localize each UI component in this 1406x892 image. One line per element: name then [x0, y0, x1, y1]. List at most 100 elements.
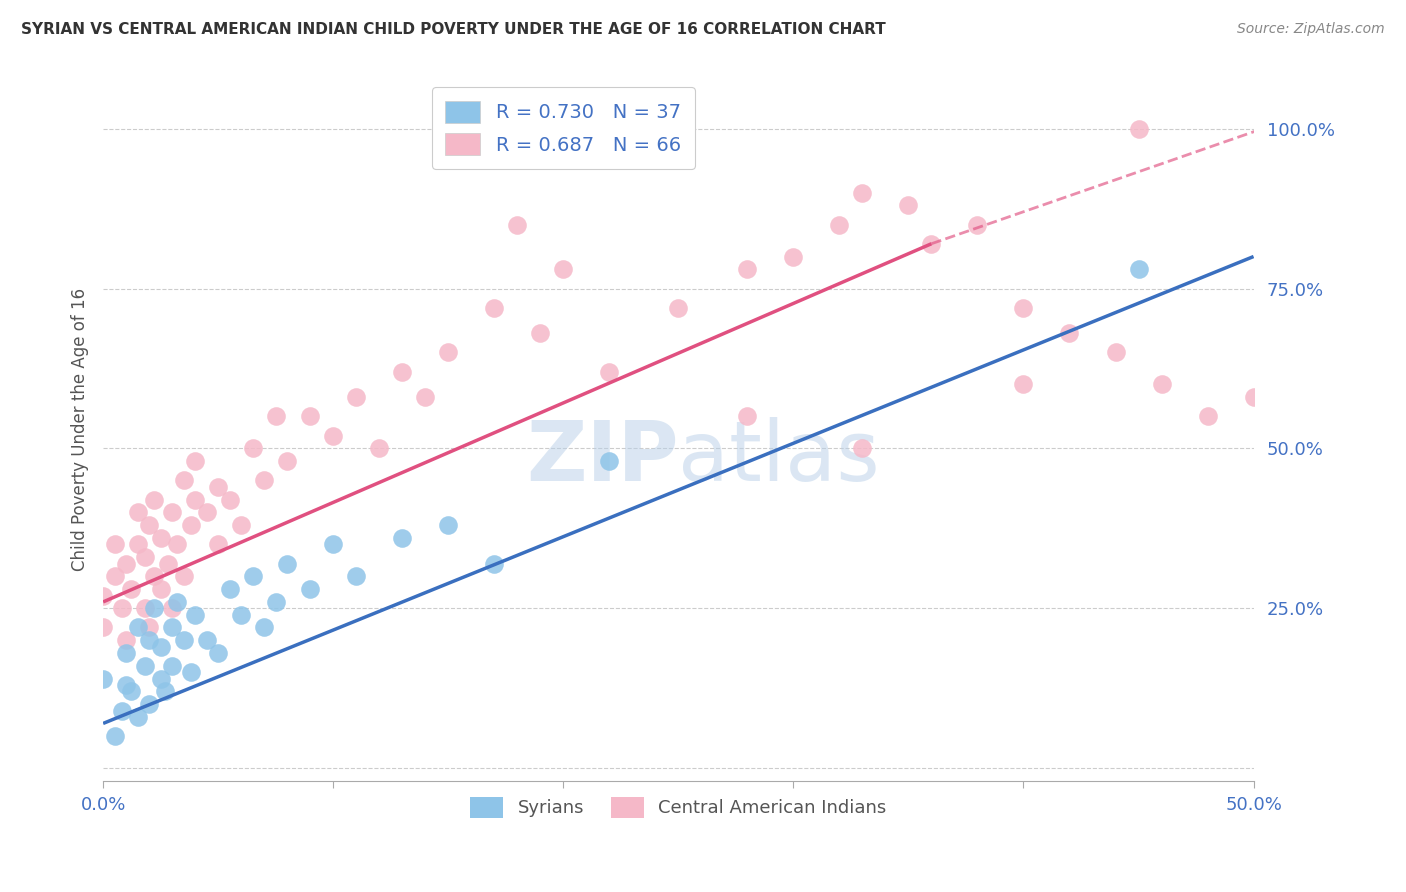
Point — [1012, 377, 1035, 392]
Point — [242, 569, 264, 583]
Point — [160, 601, 183, 615]
Point — [207, 646, 229, 660]
Point — [138, 518, 160, 533]
Point — [138, 698, 160, 712]
Point — [115, 633, 138, 648]
Point — [666, 301, 689, 315]
Point — [737, 409, 759, 424]
Point — [299, 582, 322, 596]
Point — [1197, 409, 1219, 424]
Point — [115, 678, 138, 692]
Point — [149, 531, 172, 545]
Point — [231, 518, 253, 533]
Point — [207, 480, 229, 494]
Point — [322, 537, 344, 551]
Point — [104, 537, 127, 551]
Point — [1128, 262, 1150, 277]
Point — [173, 474, 195, 488]
Point — [413, 390, 436, 404]
Point — [127, 620, 149, 634]
Point — [195, 505, 218, 519]
Point — [91, 620, 114, 634]
Text: ZIP: ZIP — [526, 417, 678, 498]
Point — [737, 262, 759, 277]
Point — [160, 505, 183, 519]
Point — [207, 537, 229, 551]
Point — [110, 601, 132, 615]
Point — [120, 684, 142, 698]
Point — [920, 236, 942, 251]
Point — [110, 704, 132, 718]
Point — [195, 633, 218, 648]
Point — [127, 505, 149, 519]
Point — [142, 492, 165, 507]
Point — [91, 589, 114, 603]
Point — [344, 569, 367, 583]
Point — [598, 454, 620, 468]
Point — [120, 582, 142, 596]
Point — [299, 409, 322, 424]
Point — [484, 301, 506, 315]
Point — [828, 218, 851, 232]
Point — [134, 550, 156, 565]
Point — [1104, 345, 1126, 359]
Text: SYRIAN VS CENTRAL AMERICAN INDIAN CHILD POVERTY UNDER THE AGE OF 16 CORRELATION : SYRIAN VS CENTRAL AMERICAN INDIAN CHILD … — [21, 22, 886, 37]
Point — [231, 607, 253, 622]
Point — [173, 633, 195, 648]
Point — [276, 454, 298, 468]
Point — [1128, 121, 1150, 136]
Point — [242, 442, 264, 456]
Point — [1243, 390, 1265, 404]
Point — [160, 620, 183, 634]
Text: Source: ZipAtlas.com: Source: ZipAtlas.com — [1237, 22, 1385, 37]
Point — [1059, 326, 1081, 341]
Point — [104, 729, 127, 743]
Point — [437, 518, 460, 533]
Point — [104, 569, 127, 583]
Point — [851, 186, 873, 200]
Y-axis label: Child Poverty Under the Age of 16: Child Poverty Under the Age of 16 — [72, 287, 89, 571]
Text: atlas: atlas — [678, 417, 880, 498]
Point — [218, 582, 240, 596]
Point — [149, 640, 172, 654]
Point — [149, 582, 172, 596]
Point — [264, 409, 287, 424]
Point — [344, 390, 367, 404]
Point — [173, 569, 195, 583]
Point — [1150, 377, 1173, 392]
Point — [115, 646, 138, 660]
Point — [134, 658, 156, 673]
Point — [253, 620, 276, 634]
Point — [506, 218, 529, 232]
Point — [155, 684, 177, 698]
Point — [127, 537, 149, 551]
Point — [553, 262, 575, 277]
Point — [276, 557, 298, 571]
Point — [127, 710, 149, 724]
Legend: Syrians, Central American Indians: Syrians, Central American Indians — [463, 789, 893, 825]
Point — [484, 557, 506, 571]
Point — [966, 218, 988, 232]
Point — [218, 492, 240, 507]
Point — [264, 595, 287, 609]
Point — [142, 601, 165, 615]
Point — [368, 442, 391, 456]
Point — [142, 569, 165, 583]
Point — [138, 633, 160, 648]
Point — [184, 454, 207, 468]
Point — [529, 326, 551, 341]
Point — [391, 365, 413, 379]
Point — [156, 557, 179, 571]
Point — [253, 474, 276, 488]
Point — [391, 531, 413, 545]
Point — [897, 198, 920, 212]
Point — [115, 557, 138, 571]
Point — [138, 620, 160, 634]
Point — [180, 518, 202, 533]
Point — [149, 672, 172, 686]
Point — [782, 250, 804, 264]
Point — [166, 537, 188, 551]
Point — [437, 345, 460, 359]
Point — [166, 595, 188, 609]
Point — [134, 601, 156, 615]
